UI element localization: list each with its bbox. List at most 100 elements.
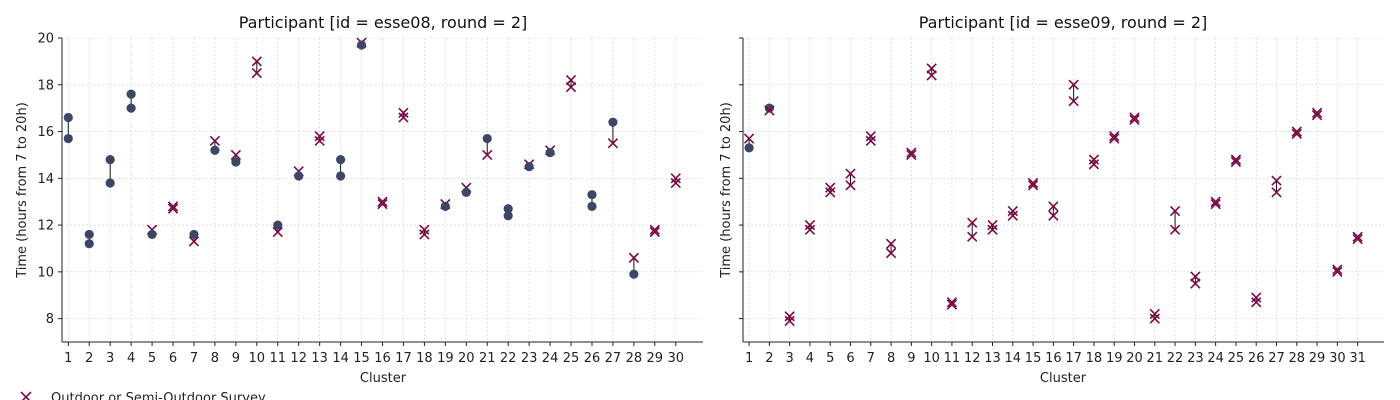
point-x — [1068, 79, 1079, 90]
point-x — [230, 149, 242, 161]
point-x — [251, 56, 262, 67]
x-tick-label: 20 — [458, 351, 475, 366]
x-tick-label: 9 — [232, 351, 240, 366]
point-x — [987, 219, 998, 231]
x-tick-label: 2 — [85, 351, 93, 366]
x-tick-label: 13 — [984, 351, 1001, 366]
x-tick-label: 7 — [867, 351, 875, 366]
point-x — [1210, 198, 1221, 210]
point-circle — [147, 229, 157, 240]
x-tick-label: 17 — [1065, 351, 1082, 366]
x-tick-label: 18 — [416, 351, 433, 366]
point-circle — [336, 155, 346, 165]
point-x — [987, 224, 998, 235]
point-x — [804, 219, 816, 231]
point-x — [1230, 154, 1242, 165]
x-tick-label: 27 — [605, 351, 622, 366]
x-tick-label: 30 — [667, 351, 684, 366]
x-tick-label: 24 — [1207, 351, 1224, 366]
point-x — [865, 135, 876, 147]
x-tick-label: 16 — [374, 351, 391, 366]
legend-label: Outdoor or Semi-Outdoor Survey — [51, 391, 266, 400]
point-x — [1109, 131, 1120, 142]
x-tick-label: 28 — [1289, 351, 1306, 366]
chart-title: Participant [id = esse08, round = 2] — [239, 13, 528, 32]
y-tick-label: 8 — [46, 312, 54, 327]
point-x — [1088, 159, 1100, 170]
point-x — [209, 135, 221, 147]
point-x — [845, 180, 856, 191]
x-tick-label: 22 — [1167, 351, 1184, 366]
point-circle — [210, 145, 220, 155]
point-x — [1311, 110, 1323, 121]
x-tick-label: 30 — [1329, 351, 1346, 366]
point-circle — [744, 143, 754, 153]
legend-x-marker-icon — [20, 391, 32, 400]
x-tick-label: 15 — [1025, 351, 1042, 366]
x-tick-label: 5 — [148, 351, 156, 366]
y-axis-label: Time (hours from 7 to 20h) — [719, 102, 734, 279]
point-circle — [84, 229, 94, 240]
x-tick-label: 16 — [1045, 351, 1062, 366]
x-tick-label: 11 — [269, 351, 286, 366]
point-x — [377, 198, 388, 210]
point-x — [628, 252, 640, 263]
point-x — [670, 177, 681, 189]
x-tick-label: 8 — [211, 351, 219, 366]
point-x — [967, 231, 978, 242]
point-x — [906, 147, 917, 158]
x-tick-label: 29 — [1309, 351, 1326, 366]
point-x — [565, 81, 577, 93]
point-x — [1271, 175, 1282, 186]
x-tick-label: 3 — [786, 351, 794, 366]
point-x — [272, 226, 283, 238]
point-x — [1230, 156, 1242, 168]
x-axis-label: Cluster — [360, 371, 407, 386]
point-circle — [63, 133, 73, 144]
point-x — [188, 236, 200, 247]
x-tick-label: 23 — [1187, 351, 1204, 366]
x-tick-label: 11 — [944, 351, 961, 366]
x-tick-label: 21 — [1147, 351, 1164, 366]
point-x — [167, 203, 179, 214]
point-x — [967, 217, 978, 228]
y-tick-label: 10 — [37, 265, 54, 280]
point-x — [419, 229, 430, 240]
x-tick-label: 22 — [500, 351, 517, 366]
point-x — [764, 105, 775, 116]
point-x — [1291, 126, 1302, 137]
point-circle — [336, 171, 346, 181]
x-tick-label: 19 — [1106, 351, 1123, 366]
point-circle — [482, 133, 492, 144]
point-x — [1169, 224, 1181, 235]
point-x — [649, 226, 660, 238]
x-tick-label: 6 — [846, 351, 854, 366]
point-x — [946, 297, 958, 308]
point-x — [419, 224, 430, 235]
point-circle — [126, 103, 136, 113]
point-x — [845, 168, 856, 179]
point-x — [1149, 308, 1160, 320]
point-circle — [126, 89, 136, 99]
chart-panel-esse08: Participant [id = esse08, round = 2] Clu… — [15, 13, 703, 386]
point-x — [1251, 297, 1262, 308]
point-x — [926, 70, 937, 81]
x-tick-label: 24 — [542, 351, 559, 366]
point-circle — [764, 103, 774, 113]
x-tick-label: 15 — [353, 351, 370, 366]
x-tick-label: 31 — [1349, 351, 1366, 366]
point-x — [1068, 95, 1079, 107]
point-x — [1169, 205, 1181, 217]
point-x — [885, 247, 897, 259]
x-tick-label: 14 — [1005, 351, 1022, 366]
y-tick-label: 14 — [37, 172, 54, 187]
point-x — [1088, 154, 1100, 165]
point-x — [482, 149, 493, 161]
y-tick-label: 20 — [37, 32, 54, 47]
point-circle — [231, 157, 241, 167]
point-x — [1352, 233, 1363, 245]
legend: Outdoor or Semi-Outdoor Survey — [20, 391, 266, 400]
x-tick-label: 29 — [647, 351, 664, 366]
point-x — [377, 196, 388, 207]
y-axis-label: Time (hours from 7 to 20h) — [15, 102, 30, 279]
